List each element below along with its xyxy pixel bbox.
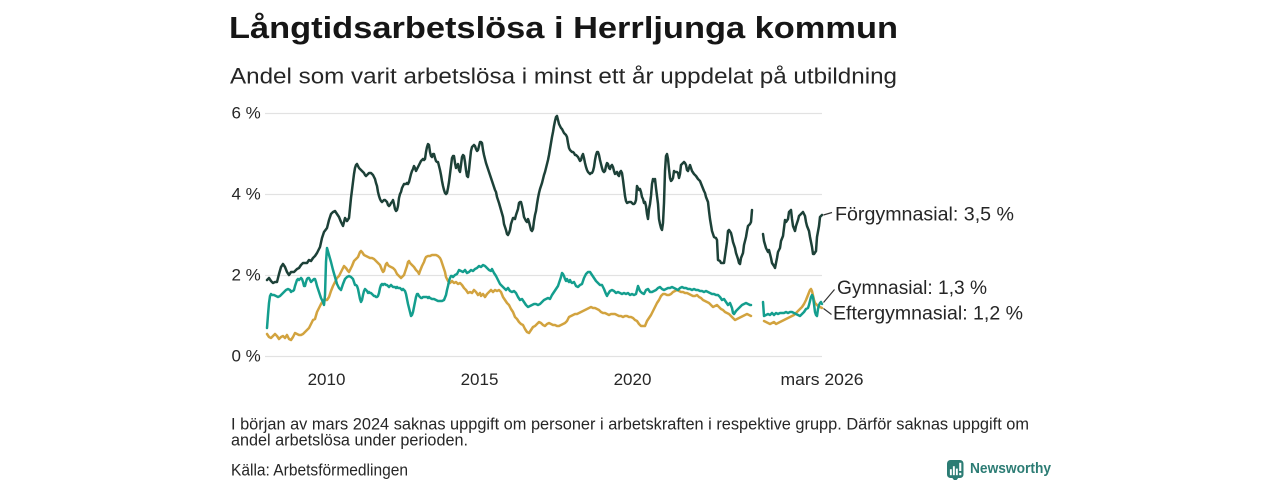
svg-text:Newsworthy: Newsworthy (970, 461, 1051, 477)
svg-text:mars 2026: mars 2026 (781, 370, 864, 389)
svg-text:andel arbetslösa under periode: andel arbetslösa under perioden. (231, 432, 468, 450)
svg-text:2010: 2010 (308, 370, 346, 389)
svg-text:Eftergymnasial: 1,2 %: Eftergymnasial: 1,2 % (833, 304, 1023, 325)
svg-text:2 %: 2 % (232, 266, 261, 285)
svg-text:I början av mars 2024 saknas u: I början av mars 2024 saknas uppgift om … (231, 415, 1029, 433)
svg-text:Förgymnasial: 3,5 %: Förgymnasial: 3,5 % (835, 205, 1014, 226)
svg-text:Andel som varit arbetslösa i m: Andel som varit arbetslösa i minst ett å… (230, 63, 897, 88)
svg-text:Källa: Arbetsförmedlingen: Källa: Arbetsförmedlingen (231, 462, 408, 480)
svg-text:2015: 2015 (461, 370, 499, 389)
svg-text:Gymnasial: 1,3 %: Gymnasial: 1,3 % (837, 278, 987, 299)
svg-text:6 %: 6 % (232, 104, 261, 123)
svg-text:4 %: 4 % (232, 185, 261, 204)
svg-text:2020: 2020 (614, 370, 652, 389)
svg-text:Långtidsarbetslösa i Herrljung: Långtidsarbetslösa i Herrljunga kommun (229, 10, 898, 45)
svg-text:0 %: 0 % (232, 347, 261, 366)
